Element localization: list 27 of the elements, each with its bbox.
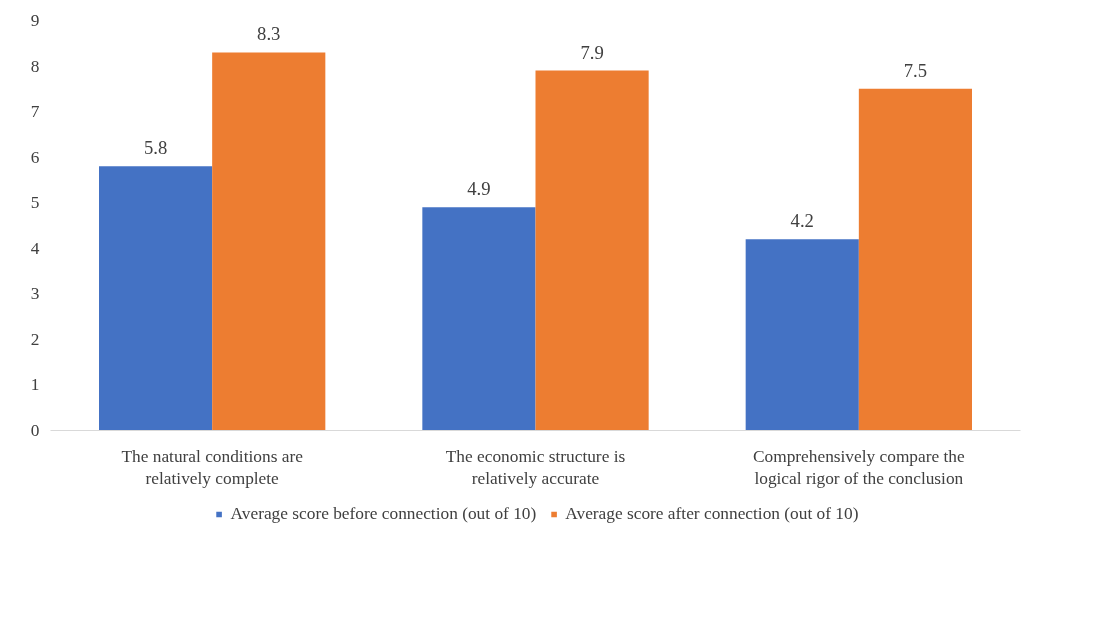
- data-label: 8.3: [257, 23, 281, 45]
- y-tick-label: 4: [30, 238, 40, 258]
- bar: [99, 166, 213, 431]
- data-label: 7.5: [903, 59, 928, 81]
- legend-label: Average score before connection (out of 10): [230, 503, 537, 524]
- x-tick-label: The economic structure is relatively accurate: [445, 446, 626, 489]
- bar: [422, 207, 536, 431]
- data-label: 4.9: [467, 178, 491, 200]
- bar: [212, 52, 326, 431]
- y-tick-label: 9: [30, 11, 40, 30]
- data-label: 4.2: [790, 210, 814, 232]
- data-label: 5.8: [143, 137, 168, 159]
- y-tick-label: 5: [30, 193, 40, 213]
- y-tick-label: 1: [30, 375, 40, 395]
- data-label: 7.9: [580, 41, 604, 63]
- y-tick-label: 6: [30, 147, 40, 167]
- y-tick-label: 3: [30, 284, 40, 304]
- y-tick-label: 2: [30, 329, 40, 349]
- bar: [745, 239, 859, 431]
- x-tick-label: The natural conditions are relatively complete: [121, 446, 304, 489]
- legend-label: Average score after connection (out of 10): [565, 503, 859, 524]
- y-tick-label: 0: [30, 421, 40, 440]
- y-tick-label: 7: [30, 102, 40, 122]
- bar: [535, 70, 649, 431]
- y-tick-label: 8: [30, 56, 40, 76]
- bar: [858, 88, 972, 431]
- x-tick-label: Comprehensively compare the logical rigor of the conclusion: [752, 446, 965, 489]
